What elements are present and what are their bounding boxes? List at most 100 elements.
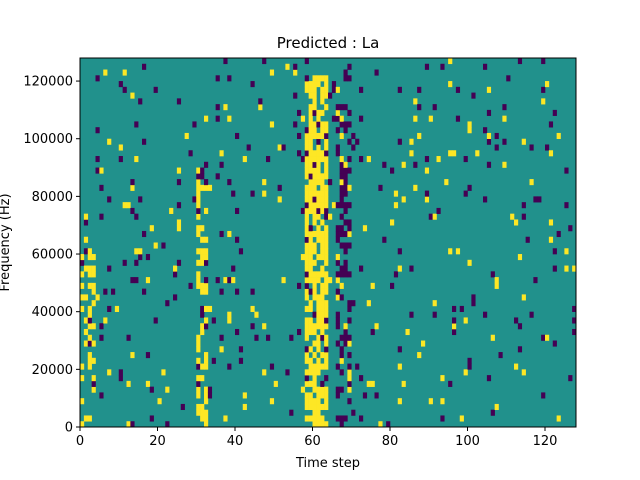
heatmap-cell (165, 300, 170, 307)
heatmap-cell (328, 277, 333, 284)
heatmap-cell (130, 207, 135, 214)
heatmap-cell (304, 305, 309, 312)
heatmap-cell (483, 196, 488, 203)
heatmap-cell (308, 259, 313, 266)
heatmap-cell (463, 156, 468, 163)
heatmap-cell (347, 317, 352, 324)
heatmap-cell (316, 363, 321, 370)
heatmap-cell (304, 375, 309, 382)
heatmap-cell (111, 288, 116, 295)
heatmap-cell (235, 288, 240, 295)
heatmap-cell (316, 207, 321, 214)
heatmap-cell (300, 156, 306, 163)
heatmap-cell (227, 277, 232, 284)
heatmap-cell (552, 340, 557, 347)
heatmap-cell (308, 271, 313, 278)
heatmap-cell (215, 115, 220, 122)
heatmap-cell (91, 265, 96, 272)
heatmap-cell (335, 127, 340, 134)
heatmap-cell (80, 271, 85, 278)
heatmap-cell (176, 225, 182, 232)
heatmap-cell (339, 346, 344, 353)
heatmap-cell (196, 225, 201, 232)
heatmap-cell (324, 75, 329, 82)
heatmap-cell (335, 202, 340, 209)
heatmap-cell (312, 196, 317, 203)
heatmap-cell (80, 375, 85, 382)
heatmap-cell (471, 294, 476, 301)
heatmap-cell (118, 156, 123, 163)
heatmap-cell (455, 86, 461, 93)
heatmap-cell (320, 288, 325, 295)
heatmap-cell (165, 386, 170, 393)
heatmap-cell (176, 219, 182, 226)
heatmap-cell (308, 144, 313, 151)
heatmap-cell (126, 380, 131, 387)
heatmap-cell (308, 369, 313, 376)
heatmap-cell (343, 127, 348, 134)
heatmap-cell (126, 202, 131, 209)
heatmap-cell (312, 173, 317, 180)
heatmap-cell (502, 138, 507, 145)
heatmap-cell (293, 69, 298, 76)
heatmap-cell (238, 248, 244, 255)
heatmap-cell (316, 403, 321, 411)
heatmap-cell (176, 167, 182, 174)
heatmap-cell (572, 265, 577, 272)
heatmap-cell (83, 248, 89, 255)
heatmap-cell (397, 398, 402, 405)
heatmap-cell (196, 392, 201, 399)
heatmap-cell (80, 254, 85, 261)
heatmap-cell (312, 75, 317, 82)
heatmap-cell (153, 242, 158, 249)
heatmap-cell (324, 138, 329, 145)
heatmap-cell (304, 277, 309, 284)
heatmap-cell (324, 317, 329, 324)
heatmap-cell (134, 156, 139, 163)
heatmap-cell (351, 409, 356, 416)
heatmap-cell (448, 58, 453, 65)
heatmap-cell (335, 104, 340, 111)
heatmap-cell (324, 386, 329, 393)
heatmap-cell (308, 127, 313, 134)
heatmap-cell (316, 415, 321, 422)
heatmap-cell (328, 213, 333, 220)
heatmap-cell (312, 282, 317, 289)
heatmap-cell (514, 363, 519, 370)
heatmap-cell (269, 363, 275, 370)
heatmap-cell (196, 277, 201, 284)
heatmap-cell (324, 236, 329, 243)
heatmap-cell (483, 311, 488, 318)
heatmap-cell (204, 259, 209, 266)
heatmap-cell (335, 340, 340, 347)
heatmap-cell (204, 398, 209, 405)
heatmap-cell (196, 363, 201, 370)
heatmap-cell (200, 415, 205, 422)
heatmap-cell (316, 421, 321, 428)
heatmap-cell (134, 277, 139, 284)
heatmap-cell (517, 58, 523, 65)
heatmap-cell (541, 334, 546, 341)
heatmap-cell (99, 184, 104, 191)
heatmap-cell (308, 403, 313, 411)
heatmap-cell (320, 156, 325, 163)
heatmap-cell (413, 98, 418, 105)
heatmap-cell (304, 415, 309, 422)
heatmap-cell (200, 173, 205, 180)
heatmap-cell (339, 265, 344, 272)
heatmap-cell (324, 207, 329, 214)
heatmap-cell (200, 167, 205, 174)
heatmap-cell (207, 184, 213, 191)
heatmap-cell (351, 300, 356, 307)
heatmap-cell (541, 86, 546, 93)
heatmap-cell (428, 398, 433, 405)
heatmap-cell (483, 127, 488, 134)
heatmap-cell (316, 357, 321, 364)
heatmap-cell (486, 132, 492, 140)
heatmap-cell (312, 259, 317, 266)
heatmap-cell (304, 265, 309, 272)
heatmap-cell (316, 156, 321, 163)
heatmap-cell (138, 196, 143, 203)
heatmap-cell (316, 161, 321, 168)
heatmap-cell (463, 190, 468, 197)
